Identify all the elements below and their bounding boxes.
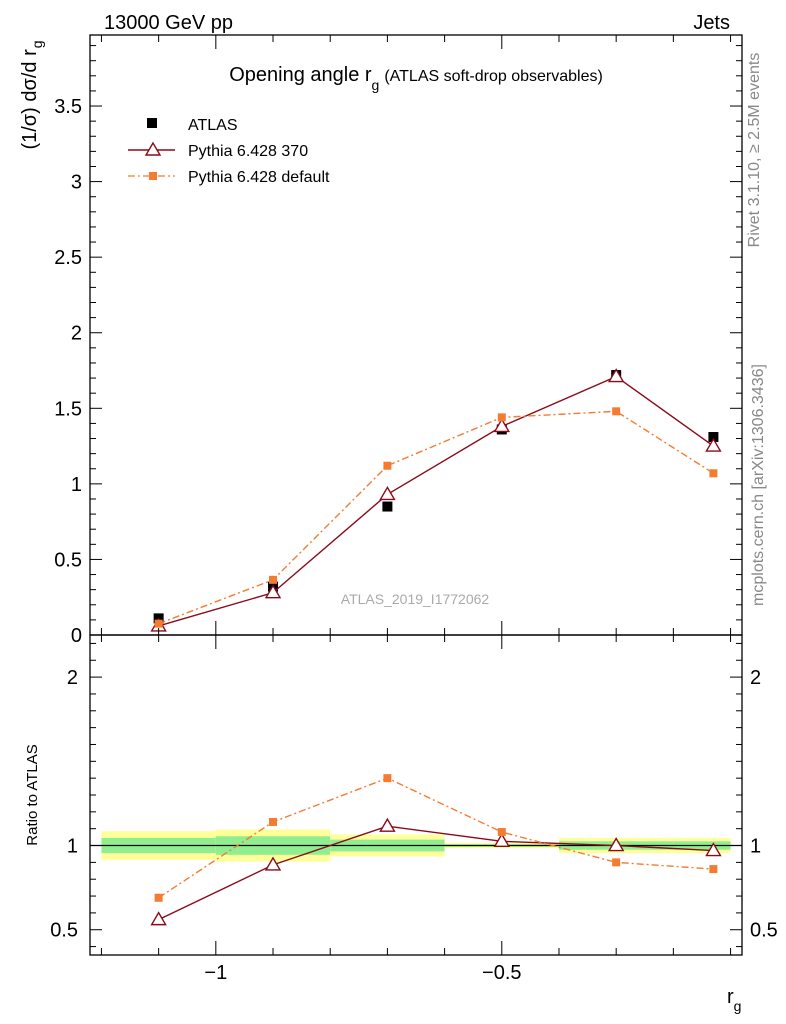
series-layer xyxy=(150,368,722,926)
ratio-pythia-6-428-370-point-1 xyxy=(264,856,282,871)
ratio-pythia-6-428-default-point-1 xyxy=(269,817,278,826)
ratio-y-tick-label-left-0: 0.5 xyxy=(50,920,78,942)
ratio-panel-frame xyxy=(89,634,743,956)
legend-label-atlas: ATLAS xyxy=(188,117,238,134)
mcplots-label: mcplots.cern.ch [arXiv:1306.3436] xyxy=(750,364,767,606)
main-pythia-6-428-370-point-2 xyxy=(379,486,396,501)
ratio-pythia-6-428-default-point-5 xyxy=(709,865,718,874)
main-y-tick-label-4: 2 xyxy=(71,323,82,345)
legend-marker-pythia-370 xyxy=(144,141,162,156)
ratio-y-tick-label-right-0: 0.5 xyxy=(750,920,778,942)
main-y-tick-label-5: 2.5 xyxy=(54,247,82,269)
main-y-tick-label-6: 3 xyxy=(71,172,82,194)
main-pythia-6-428-default-point-0 xyxy=(154,619,163,628)
ratio-pythia-6-428-default-point-2 xyxy=(383,774,392,783)
main-pythia-6-428-370-point-3 xyxy=(493,418,511,433)
main-y-tick-label-3: 1.5 xyxy=(54,398,82,420)
ratio-pythia-6-428-default-point-0 xyxy=(154,893,163,902)
main-y-tick-label-7: 3.5 xyxy=(54,96,82,118)
analysis-watermark: ATLAS_2019_I1772062 xyxy=(341,591,490,607)
x-axis-label-subscript: g xyxy=(734,998,742,1014)
main-pythia-6-428-370-point-1 xyxy=(264,584,282,599)
ratio-pythia-6-428-default-line xyxy=(158,777,714,899)
main-pythia-6-428-default-point-4 xyxy=(612,407,621,416)
main-pythia-6-428-default-point-5 xyxy=(709,469,718,478)
ratio-pythia-6-428-370-point-5 xyxy=(705,842,722,857)
y-axis-label-main: (1/σ) dσ/d rg xyxy=(19,40,45,149)
main-pythia-6-428-default-point-2 xyxy=(383,461,392,470)
main-y-tick-label-2: 1 xyxy=(71,474,82,496)
ratio-y-tick-label-left-2: 2 xyxy=(67,667,78,689)
chart-title-suffix: (ATLAS soft-drop observables) xyxy=(384,68,602,85)
ratio-y-tick-label-right-2: 2 xyxy=(750,667,761,689)
ratio-pythia-6-428-370-point-3 xyxy=(493,832,511,848)
ratio-pythia-6-428-370-point-4 xyxy=(607,837,625,852)
chart-title-main: Opening angle r xyxy=(229,64,372,86)
main-pythia-6-428-default-point-1 xyxy=(269,575,278,584)
ratio-y-tick-label-left-1: 1 xyxy=(67,836,78,858)
main-y-tick-label-1: 0.5 xyxy=(54,549,82,571)
main-pythia-6-428-370-point-4 xyxy=(607,368,625,383)
main-pythia-6-428-370-line xyxy=(158,375,714,627)
legend-marker-pythia-default xyxy=(149,172,157,180)
y-axis-label-main-text: (1/σ) dσ/d r xyxy=(19,49,41,150)
main-atlas-point-5 xyxy=(708,432,719,443)
legend-label-pythia-370: Pythia 6.428 370 xyxy=(188,143,308,160)
ratio-pythia-6-428-370-line xyxy=(158,825,714,921)
header-left: 13000 GeV pp xyxy=(104,12,233,34)
main-atlas-point-2 xyxy=(382,501,393,512)
x-axis-label: rg xyxy=(727,986,741,1014)
main-pythia-6-428-default-point-3 xyxy=(497,413,506,422)
legend-label-pythia-default: Pythia 6.428 default xyxy=(188,169,330,186)
ratio-pythia-6-428-default-point-3 xyxy=(497,828,506,837)
x-axis-label-text: r xyxy=(727,986,734,1008)
header-right: Jets xyxy=(693,12,730,34)
ratio-y-tick-label-right-1: 1 xyxy=(750,836,761,858)
x-tick-label-0: −1 xyxy=(204,962,227,984)
main-pythia-6-428-370-point-5 xyxy=(705,437,722,452)
ratio-pythia-6-428-370-point-0 xyxy=(150,911,167,926)
main-pythia-6-428-default-line xyxy=(158,410,714,625)
y-axis-label-ratio: Ratio to ATLAS xyxy=(24,744,41,845)
chart-title: Opening angle rg (ATLAS soft-drop observa… xyxy=(229,64,603,93)
legend: ATLAS Pythia 6.428 370 Pythia 6.428 defa… xyxy=(128,117,330,186)
chart-title-subscript: g xyxy=(372,77,380,93)
rivet-label: Rivet 3.1.10, ≥ 2.5M events xyxy=(746,53,763,248)
legend-marker-atlas xyxy=(147,118,157,128)
ratio-pythia-6-428-370-point-2 xyxy=(379,817,396,832)
main-y-tick-label-0: 0 xyxy=(71,625,82,647)
x-tick-label-1: −0.5 xyxy=(482,962,521,984)
label-layer: 13000 GeV pp Jets Rivet 3.1.10, ≥ 2.5M e… xyxy=(19,12,767,1014)
tick-layer: 0 0.5 1 1.5 2 2.5 3 3.5 0.5 0.5 1 1 2 2 −1 −0.5 xyxy=(50,35,778,984)
ratio-pythia-6-428-default-point-4 xyxy=(612,858,621,867)
y-axis-label-main-subscript: g xyxy=(29,40,45,48)
